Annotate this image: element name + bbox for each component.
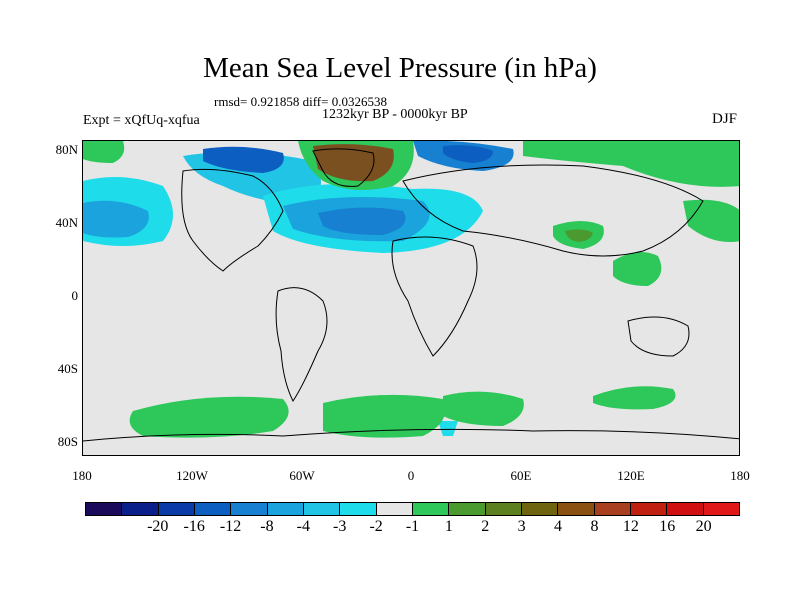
colorbar-label: 1 <box>444 518 453 535</box>
colorbar-label: 4 <box>554 518 563 535</box>
season-label: DJF <box>712 111 738 127</box>
colorbar-box <box>449 503 486 515</box>
colorbar-label: -12 <box>219 518 242 535</box>
y-label-80s: 80S <box>57 434 78 449</box>
north-pacific-rim-high <box>83 141 125 163</box>
map-panel <box>82 140 740 456</box>
colorbar-label: 8 <box>590 518 599 535</box>
colorbar-box <box>558 503 595 515</box>
x-label-120e: 120E <box>617 468 645 483</box>
x-label-0: 0 <box>407 468 415 483</box>
colorbar-box <box>86 503 123 515</box>
coast-eurasia <box>402 164 704 257</box>
colorbar-label: -2 <box>369 518 383 535</box>
colorbar-label: -20 <box>147 518 169 535</box>
coast-south-america <box>275 287 328 402</box>
negative-anomaly-regions <box>83 141 514 436</box>
coastlines <box>83 148 739 442</box>
colorbar-box <box>521 503 559 515</box>
coast-africa <box>391 236 478 357</box>
colorbar-box <box>122 503 159 515</box>
antarctic-band-west <box>129 396 289 438</box>
coast-antarctica <box>83 428 739 442</box>
coast-australia <box>627 316 690 357</box>
colorbar-box <box>194 503 232 515</box>
siberia-high <box>523 141 739 187</box>
colorbar-label: -16 <box>183 518 205 535</box>
x-label-180e: 180 <box>730 468 750 483</box>
colorbar-label: 2 <box>481 518 490 535</box>
colorbar-label: 3 <box>517 518 526 535</box>
greenland-high-core <box>313 144 394 182</box>
y-label-80n: 80N <box>55 142 78 157</box>
pacific-subpolar-high <box>683 199 739 242</box>
colorbar-box <box>485 503 522 515</box>
colorbar-label: 20 <box>695 518 712 535</box>
colorbar-box <box>267 503 304 515</box>
positive-anomaly-regions <box>83 141 739 438</box>
colorbar-box <box>594 503 631 515</box>
y-label-40s: 40S <box>57 361 78 376</box>
antarctic-band-central <box>323 394 446 438</box>
north-pacific-low-core <box>83 200 149 238</box>
colorbar-label: -3 <box>333 518 347 535</box>
stats-text: rmsd= 0.921858 diff= 0.0326538 <box>214 94 387 109</box>
x-label-60e: 60E <box>510 468 532 483</box>
colorbar-box <box>667 503 704 515</box>
asia-high-core <box>565 229 593 242</box>
period-text: 1232kyr BP - 0000kyr BP <box>322 107 468 122</box>
coast-north-america <box>181 168 284 272</box>
x-label-60w: 60W <box>289 468 315 483</box>
south-indian-high <box>593 386 676 410</box>
colorbar-label: 12 <box>622 518 639 535</box>
map-title: Mean Sea Level Pressure (in hPa) <box>203 52 597 84</box>
colorbar-box <box>412 503 450 515</box>
barents-low-core <box>443 145 493 163</box>
anomaly-map <box>83 141 739 442</box>
canada-low-core <box>203 146 284 173</box>
colorbar-box <box>303 503 341 515</box>
antarctic-band-east <box>443 391 524 426</box>
colorbar-box <box>231 503 268 515</box>
x-label-120w: 120W <box>176 468 208 483</box>
x-label-180w: 180 <box>72 468 92 483</box>
antarctic-negative-patch <box>438 421 458 436</box>
colorbar-box <box>630 503 668 515</box>
colorbar <box>85 502 740 516</box>
colorbar-label: 16 <box>659 518 676 535</box>
colorbar-box <box>376 503 413 515</box>
west-pacific-high <box>613 252 662 286</box>
colorbar-label: -1 <box>405 518 420 535</box>
experiment-label: Expt = xQfUq-xqfua <box>83 113 200 128</box>
colorbar-box <box>158 503 195 515</box>
colorbar-label: -4 <box>296 518 310 535</box>
colorbar-label: -8 <box>260 518 274 535</box>
y-label-0: 0 <box>71 288 79 303</box>
y-label-40n: 40N <box>55 215 78 230</box>
colorbar-box <box>703 503 739 515</box>
coast-greenland <box>312 148 375 187</box>
north-atlantic-low-core <box>318 207 406 235</box>
colorbar-box <box>340 503 377 515</box>
